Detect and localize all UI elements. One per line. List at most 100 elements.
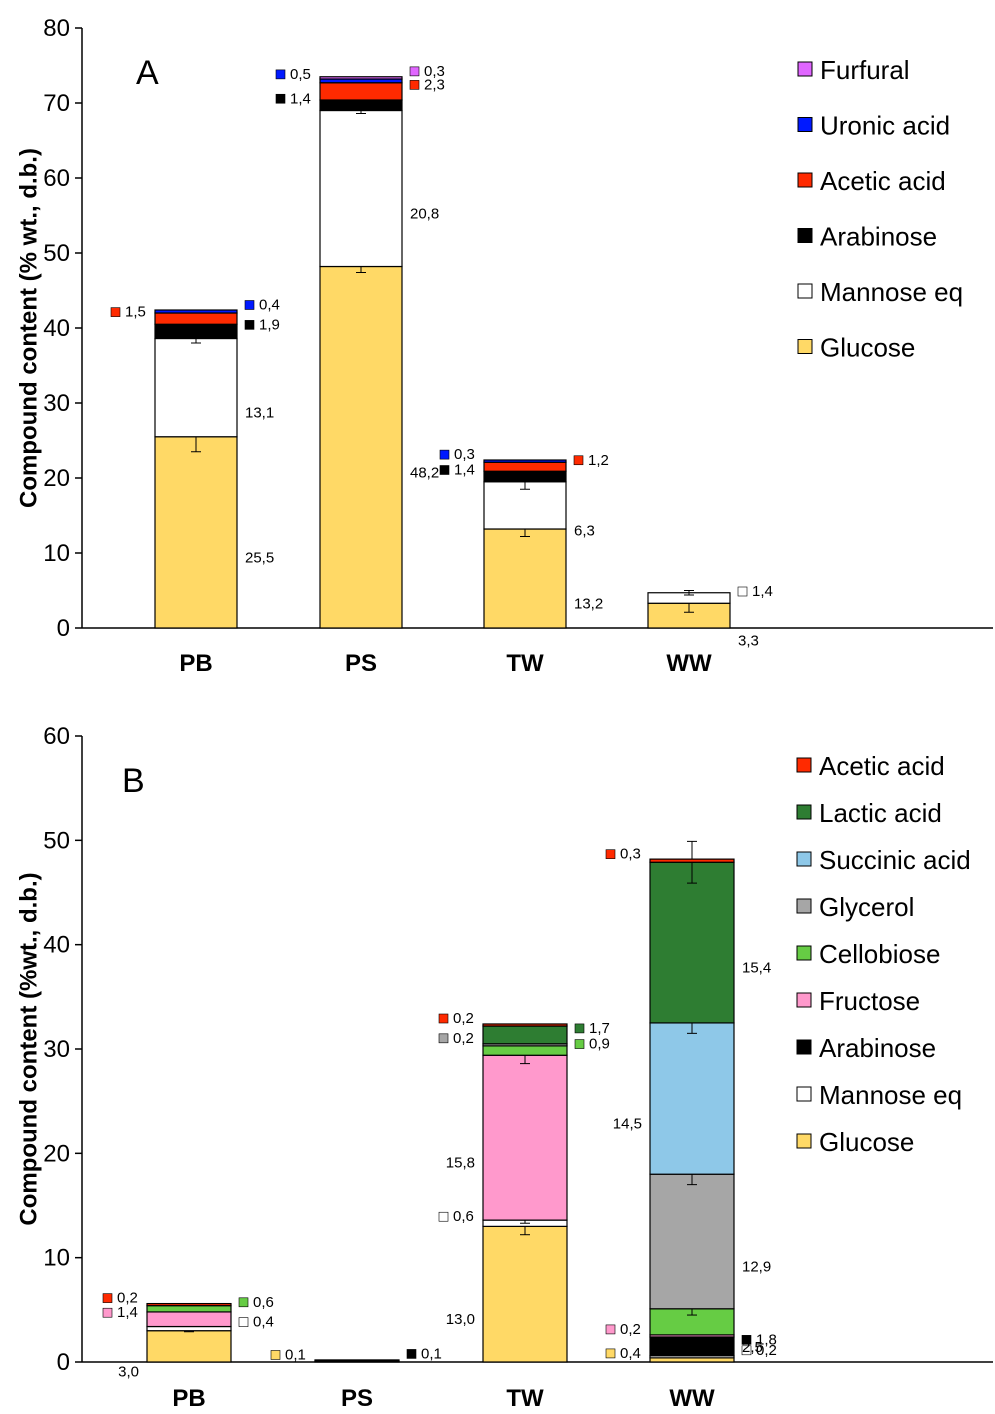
- chart-a-legend-swatch-arabinose: [797, 228, 813, 243]
- chart-b-legend-label-succinic-acid: Succinic acid: [819, 845, 971, 875]
- chart-a-label-marker-ps-arabinose: [275, 93, 286, 104]
- chart-a-panel-letter: A: [136, 54, 159, 92]
- chart-b-data-label-ww-arabinose: 1,8: [756, 1331, 777, 1348]
- chart-b-bar-tw-acetic-acid: [482, 1023, 568, 1027]
- chart-a-y-axis-title: Compound content (% wt., d.b.): [15, 148, 42, 508]
- chart-a-bar-ps-acetic-acid: [319, 82, 403, 101]
- chart-a-data-label-ps-uronic-acid: 0,5: [290, 66, 311, 83]
- chart-b-legend-label-acetic-acid: Acetic acid: [819, 751, 945, 781]
- chart-b-data-label-ww-glucose: 0,4: [620, 1345, 641, 1362]
- chart-b-label-marker-tw-mannose-eq: [438, 1211, 449, 1222]
- chart-b-data-label-ww-glycerol: 12,9: [742, 1258, 771, 1275]
- chart-b-label-marker-tw-cellobiose: [574, 1039, 585, 1049]
- chart-b-data-label-tw-glycerol: 0,2: [453, 1030, 474, 1047]
- chart-a-category-label-tw: TW: [506, 650, 544, 677]
- chart-b-label-marker-tw-acetic-acid: [438, 1013, 449, 1024]
- chart-b-label-marker-pb-mannose-eq: [238, 1317, 249, 1327]
- chart-b-legend-swatch-glycerol: [796, 898, 812, 914]
- chart-a-bar-tw-uronic-acid: [483, 459, 567, 463]
- chart-b-label-marker-pb-fructose: [102, 1307, 113, 1318]
- chart-a-bar-pb-mannose-eq: [154, 337, 238, 438]
- chart-b-y-tick-label: 30: [43, 1036, 70, 1063]
- chart-a-data-label-pb-acetic-acid: 1,5: [125, 304, 146, 321]
- chart-b-label-marker-ps-glucose: [270, 1350, 281, 1360]
- chart-a-bar-ps-mannose-eq: [319, 109, 403, 268]
- chart-a-data-label-pb-uronic-acid: 0,4: [259, 297, 280, 314]
- chart-b-bar-ww-lactic-acid: [649, 861, 735, 1024]
- chart-a-bar-tw-glucose: [483, 528, 567, 629]
- chart-b-y-tick-label: 10: [43, 1245, 70, 1272]
- chart-b-y-tick-label: 20: [43, 1140, 70, 1167]
- chart-a-label-marker-tw-arabinose: [439, 465, 450, 475]
- chart-b-legend-swatch-glucose: [796, 1133, 812, 1149]
- chart-b-legend-label-lactic-acid: Lactic acid: [819, 798, 942, 828]
- chart-a-y-tick-label: 20: [43, 465, 70, 492]
- chart-a-label-marker-tw-uronic-acid: [439, 449, 450, 460]
- chart-b-category-label-ww: WW: [669, 1385, 715, 1409]
- chart-b-bar-tw-fructose: [482, 1054, 568, 1221]
- chart-b-panel-letter: B: [122, 762, 145, 800]
- chart-b-label-marker-tw-glycerol: [438, 1033, 449, 1044]
- chart-a-label-marker-tw-acetic-acid: [573, 455, 584, 466]
- chart-b-data-label-pb-acetic-acid: 0,2: [117, 1290, 138, 1307]
- chart-a-bar-pb-glucose: [154, 436, 238, 629]
- chart-a-label-marker-ps-furfural: [409, 66, 420, 77]
- chart-b-bar-pb-fructose: [146, 1311, 232, 1328]
- chart-b-bar-tw-lactic-acid: [482, 1025, 568, 1045]
- chart-a-y-tick-label: 70: [43, 90, 70, 117]
- chart-b-bar-ww-succinic-acid: [649, 1022, 735, 1175]
- chart-a-legend-swatch-glucose: [797, 339, 813, 354]
- chart-a-bar-ps-arabinose: [319, 99, 403, 112]
- chart-b-bar-pb-glucose: [146, 1330, 232, 1363]
- chart-a-legend-swatch-uronic-acid: [797, 117, 813, 132]
- chart-a-category-label-ps: PS: [345, 650, 377, 677]
- chart-b-y-axis-title: Compound content (%wt., d.b.): [15, 872, 42, 1225]
- chart-a-y-tick-label: 10: [43, 540, 70, 567]
- chart-a-label-marker-pb-arabinose: [244, 320, 255, 330]
- chart-b-bar-ps-arabinose: [314, 1359, 400, 1362]
- chart-a-data-label-pb-arabinose: 1,9: [259, 316, 280, 333]
- chart-b-legend-swatch-lactic-acid: [796, 804, 812, 820]
- chart-a: 0 10 20 30 40 50 60 70 80 Compound content (% wt.…: [15, 15, 993, 677]
- chart-a-data-label-ww-mannose-eq: 1,4: [752, 583, 773, 600]
- chart-a-data-label-tw-arabinose: 1,4: [454, 462, 475, 479]
- chart-a-legend-swatch-acetic-acid: [797, 172, 813, 188]
- chart-a-legend-swatch-mannose-eq: [797, 283, 813, 299]
- chart-a-data-label-ps-mannose-eq: 20,8: [410, 206, 439, 223]
- chart-b-legend-swatch-cellobiose: [796, 945, 812, 961]
- chart-b-legend-swatch-acetic-acid: [796, 757, 812, 773]
- chart-b-bar-pb-mannose-eq: [146, 1325, 232, 1332]
- chart-b-label-marker-ww-fructose: [605, 1324, 616, 1335]
- chart-a-legend-label-uronic-acid: Uronic acid: [820, 111, 950, 141]
- chart-b-label-marker-tw-lactic-acid: [574, 1023, 585, 1034]
- chart-b-legend-label-arabinose: Arabinose: [819, 1033, 936, 1063]
- chart-b-label-marker-ww-acetic-acid: [605, 849, 616, 859]
- chart-a-data-label-ps-arabinose: 1,4: [290, 90, 311, 107]
- chart-b-category-label-ps: PS: [341, 1385, 373, 1409]
- chart-b-data-label-tw-glucose: 13,0: [446, 1311, 475, 1328]
- chart-b-legend-swatch-arabinose: [796, 1039, 812, 1055]
- chart-a-bar-ps-glucose: [319, 265, 403, 629]
- chart-a-data-label-ps-furfural: 0,3: [424, 63, 445, 80]
- chart-a-legend-label-arabinose: Arabinose: [820, 222, 937, 252]
- chart-b-legend-swatch-mannose-eq: [796, 1086, 812, 1102]
- chart-b-legend-label-glucose: Glucose: [819, 1127, 914, 1157]
- chart-a-data-label-tw-glucose: 13,2: [574, 596, 603, 613]
- chart-a-bar-tw-arabinose: [483, 470, 567, 483]
- chart-a-data-label-tw-mannose-eq: 6,3: [574, 522, 595, 539]
- chart-a-y-tick-label: 80: [43, 15, 70, 42]
- chart-a-y-tick-label: 0: [57, 615, 70, 642]
- chart-b-bar-pb-cellobiose: [146, 1305, 232, 1313]
- chart-a-legend-label-furfural: Furfural: [820, 55, 910, 85]
- chart-b-data-label-pb-mannose-eq: 0,4: [253, 1314, 274, 1331]
- chart-a-data-label-ps-glucose: 48,2: [410, 464, 439, 481]
- chart-b-label-marker-ps-arabinose: [406, 1349, 417, 1359]
- chart-b-label-marker-ww-glucose: [605, 1348, 616, 1359]
- chart-b-bar-pb-acetic-acid: [146, 1302, 232, 1307]
- chart-a-data-label-pb-mannose-eq: 13,1: [245, 405, 274, 422]
- chart-a-label-marker-ww-mannose-eq: [737, 586, 748, 597]
- chart-a-bar-ps-furfural: [319, 76, 403, 80]
- chart-b-data-label-tw-fructose: 15,8: [446, 1155, 475, 1172]
- chart-b-legend-swatch-fructose: [796, 992, 812, 1008]
- chart-b-category-label-tw: TW: [506, 1385, 544, 1409]
